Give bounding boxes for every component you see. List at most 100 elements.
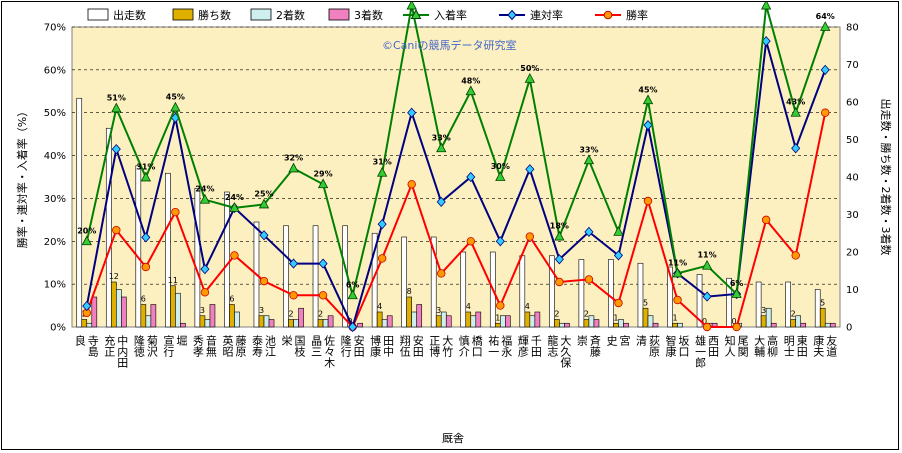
- y-tick-right: 30: [846, 210, 859, 221]
- x-tick-label-part: 寺島: [86, 335, 99, 358]
- bar-出走数: [430, 236, 437, 328]
- legend-marker: [507, 9, 517, 21]
- legend-swatch: [172, 8, 194, 21]
- marker-勝率: [407, 180, 416, 189]
- win-count-label: 2: [288, 310, 293, 319]
- line-勝率: [85, 112, 827, 329]
- bar-2着数: [234, 311, 240, 328]
- x-tick-label-part: 佐々木: [323, 334, 336, 369]
- marker-入着率: [406, 2, 417, 10]
- win-count-label: 4: [377, 302, 382, 311]
- marker-勝率: [761, 215, 771, 225]
- bar-出走数: [460, 251, 467, 328]
- marker-連対率: [289, 258, 299, 269]
- bar-勝ち数: [376, 311, 383, 328]
- legend-swatch: [87, 8, 109, 21]
- marker-入着率: [436, 142, 447, 153]
- win-count-label: 5: [643, 298, 648, 307]
- line-入着率: [85, 5, 827, 297]
- y-tick-right: 10: [846, 285, 859, 296]
- win-count-label: 11: [168, 276, 178, 285]
- watermark: ©Caniの競馬データ研究室: [382, 38, 516, 52]
- marker-連対率: [318, 258, 328, 269]
- place-rate-label: 33%: [432, 133, 451, 142]
- bar-3着数: [652, 322, 659, 328]
- x-tick-label-part: 知人: [723, 334, 736, 357]
- marker-勝率: [614, 298, 623, 308]
- bar-3着数: [564, 322, 570, 328]
- marker-入着率: [701, 259, 713, 270]
- bar-3着数: [327, 315, 334, 328]
- marker-入着率: [229, 202, 240, 212]
- bar-出走数: [667, 266, 673, 328]
- x-tick-label-part: 龍志: [546, 334, 559, 357]
- x-tick-label-part: 智康: [664, 334, 677, 357]
- x-tick-label-part: 良: [73, 334, 86, 347]
- marker-連対率: [82, 300, 92, 312]
- bar-出走数: [194, 187, 201, 328]
- win-count-label: 0: [732, 317, 737, 326]
- place-rate-label: 31%: [136, 162, 155, 171]
- place-rate-label: 18%: [550, 222, 569, 231]
- win-count-label: 2: [318, 310, 323, 319]
- bar-出走数: [608, 259, 614, 328]
- marker-連対率: [495, 236, 505, 247]
- marker-入着率: [140, 171, 152, 182]
- place-rate-label: 45%: [638, 85, 657, 94]
- marker-入着率: [81, 235, 92, 246]
- x-tick-label-part: 東田: [795, 335, 808, 357]
- x-tick-label-part: 堀: [175, 335, 188, 347]
- legend-label: 出走数: [113, 8, 146, 22]
- bar-2着数: [795, 315, 802, 328]
- y-tick-left: 0%: [50, 323, 66, 334]
- bar-出走数: [135, 165, 142, 328]
- marker-勝率: [555, 277, 564, 287]
- bar-勝ち数: [288, 319, 294, 328]
- y-tick-left: 40%: [44, 151, 66, 162]
- x-tick-label-part: 慎介: [457, 334, 470, 357]
- bar-出走数: [785, 281, 791, 328]
- bar-3着数: [770, 322, 777, 328]
- place-rate-label: 33%: [579, 145, 598, 154]
- x-tick-label-part: 西田: [707, 335, 720, 357]
- bar-3着数: [829, 322, 836, 328]
- bar-3着数: [298, 307, 304, 328]
- marker-入着率: [524, 73, 536, 83]
- bar-勝ち数: [406, 296, 412, 328]
- marker-入着率: [583, 154, 595, 165]
- marker-入着率: [199, 193, 211, 204]
- x-tick-label-part: 史: [605, 335, 618, 347]
- marker-入着率: [790, 106, 801, 117]
- bar-出走数: [105, 127, 112, 328]
- y-axis-title-left: 勝率・連対率・入着率（%）: [15, 106, 29, 248]
- place-rate-label: 29%: [313, 169, 332, 178]
- bar-2着数: [86, 322, 93, 328]
- y-tick-right: 50: [846, 135, 859, 146]
- bar-3着数: [121, 296, 127, 328]
- bar-勝ち数: [81, 319, 88, 328]
- bar-勝ち数: [229, 304, 235, 328]
- y-tick-right: 0: [846, 323, 852, 334]
- legend-label: 勝ち数: [198, 8, 231, 22]
- bar-3着数: [534, 311, 541, 328]
- bar-2着数: [175, 292, 181, 328]
- x-tick-label: 寺島良: [73, 334, 99, 358]
- bar-勝ち数: [435, 315, 442, 328]
- x-tick-label-part: 藤原: [234, 335, 247, 357]
- legend-label: 連対率: [530, 8, 563, 22]
- y-tick-right: 60: [846, 98, 859, 109]
- bar-2着数: [322, 319, 329, 328]
- x-tick-label-part: 友道: [825, 334, 838, 357]
- bar-勝ち数: [819, 307, 826, 328]
- marker-連対率: [613, 250, 623, 261]
